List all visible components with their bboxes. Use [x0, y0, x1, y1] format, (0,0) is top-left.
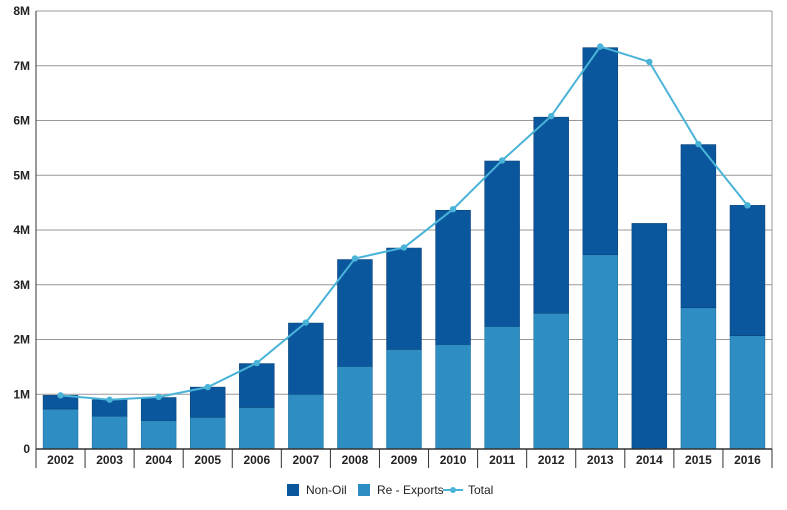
bar-re-exports — [288, 393, 324, 450]
total-point — [57, 392, 64, 399]
x-tick-label: 2002 — [47, 453, 74, 467]
bar-re-exports — [337, 366, 373, 450]
bar-non-oil — [435, 209, 471, 345]
x-tick-label: 2014 — [636, 453, 663, 467]
legend: Non-Oil Re - Exports Total — [287, 483, 493, 497]
total-point — [400, 244, 408, 251]
y-tick-label: 6M — [13, 114, 30, 128]
bar-re-exports — [533, 312, 569, 450]
total-point — [498, 157, 506, 164]
bar-re-exports — [729, 335, 766, 450]
x-tick-label: 2005 — [194, 453, 221, 467]
bar-re-exports — [680, 307, 717, 450]
total-point — [253, 359, 260, 367]
bar-non-oil — [582, 47, 618, 255]
legend-label: Re - Exports — [377, 483, 444, 497]
y-tick-label: 3M — [13, 278, 30, 292]
x-tick-label: 2013 — [587, 453, 614, 467]
legend-label: Non-Oil — [306, 483, 347, 497]
y-tick-label: 1M — [13, 387, 30, 401]
bar-non-oil — [680, 144, 717, 309]
x-tick-label: 2008 — [342, 453, 369, 467]
bar-re-exports — [582, 254, 618, 450]
legend-label: Total — [468, 483, 493, 497]
y-tick-label: 4M — [13, 223, 30, 237]
total-point — [204, 383, 211, 391]
total-point — [449, 205, 457, 213]
legend-swatch-point — [450, 487, 456, 493]
bar-re-exports — [386, 349, 422, 450]
total-line — [57, 43, 751, 403]
total-point — [351, 255, 359, 262]
x-tick-label: 2006 — [243, 453, 270, 467]
y-tick-label: 0 — [23, 442, 30, 456]
x-tick-label: 2012 — [538, 453, 565, 467]
x-tick-label: 2009 — [391, 453, 418, 467]
bar-re-exports — [239, 407, 275, 450]
x-tick-label: 2015 — [685, 453, 712, 467]
bar-non-oil — [337, 259, 373, 367]
bar-re-exports — [140, 420, 177, 450]
x-tick-label: 2010 — [440, 453, 467, 467]
bar-re-exports — [91, 415, 128, 450]
y-tick-label: 8M — [13, 4, 30, 18]
bar-non-oil — [386, 247, 422, 350]
legend-swatch — [287, 484, 299, 496]
bar-non-oil — [729, 205, 766, 336]
bar-re-exports — [42, 408, 79, 450]
bar-non-oil — [533, 116, 569, 314]
legend-swatch — [358, 484, 370, 496]
x-tick-label: 2011 — [489, 453, 515, 467]
bar-re-exports — [190, 416, 226, 450]
bar-non-oil — [190, 386, 226, 418]
bar-non-oil — [631, 223, 668, 450]
x-tick-label: 2003 — [96, 453, 123, 467]
bar-non-oil — [140, 397, 177, 421]
total-point — [106, 396, 113, 403]
total-point — [744, 202, 751, 209]
x-tick-label: 2007 — [293, 453, 320, 467]
total-point — [646, 58, 653, 66]
y-tick-label: 5M — [13, 168, 30, 182]
bar-re-exports — [484, 326, 520, 450]
y-tick-label: 7M — [13, 59, 30, 73]
bar-non-oil — [239, 363, 275, 408]
y-tick-label: 2M — [13, 333, 30, 347]
bar-re-exports — [435, 344, 471, 450]
tick-labels: 0 1M 2M 3M 4M 5M 6M 7M 8M 2002 2003 2004 2005 2006 200… — [13, 4, 761, 467]
total-point — [695, 140, 702, 148]
total-point — [155, 393, 162, 401]
bar-non-oil — [484, 160, 520, 327]
x-tick-label: 2004 — [145, 453, 172, 467]
x-tick-label: 2016 — [734, 453, 761, 467]
axes — [35, 10, 773, 468]
total-point — [548, 112, 555, 120]
bars — [42, 47, 766, 450]
total-point — [597, 43, 604, 50]
total-point — [302, 319, 310, 326]
bar-non-oil — [288, 322, 324, 395]
